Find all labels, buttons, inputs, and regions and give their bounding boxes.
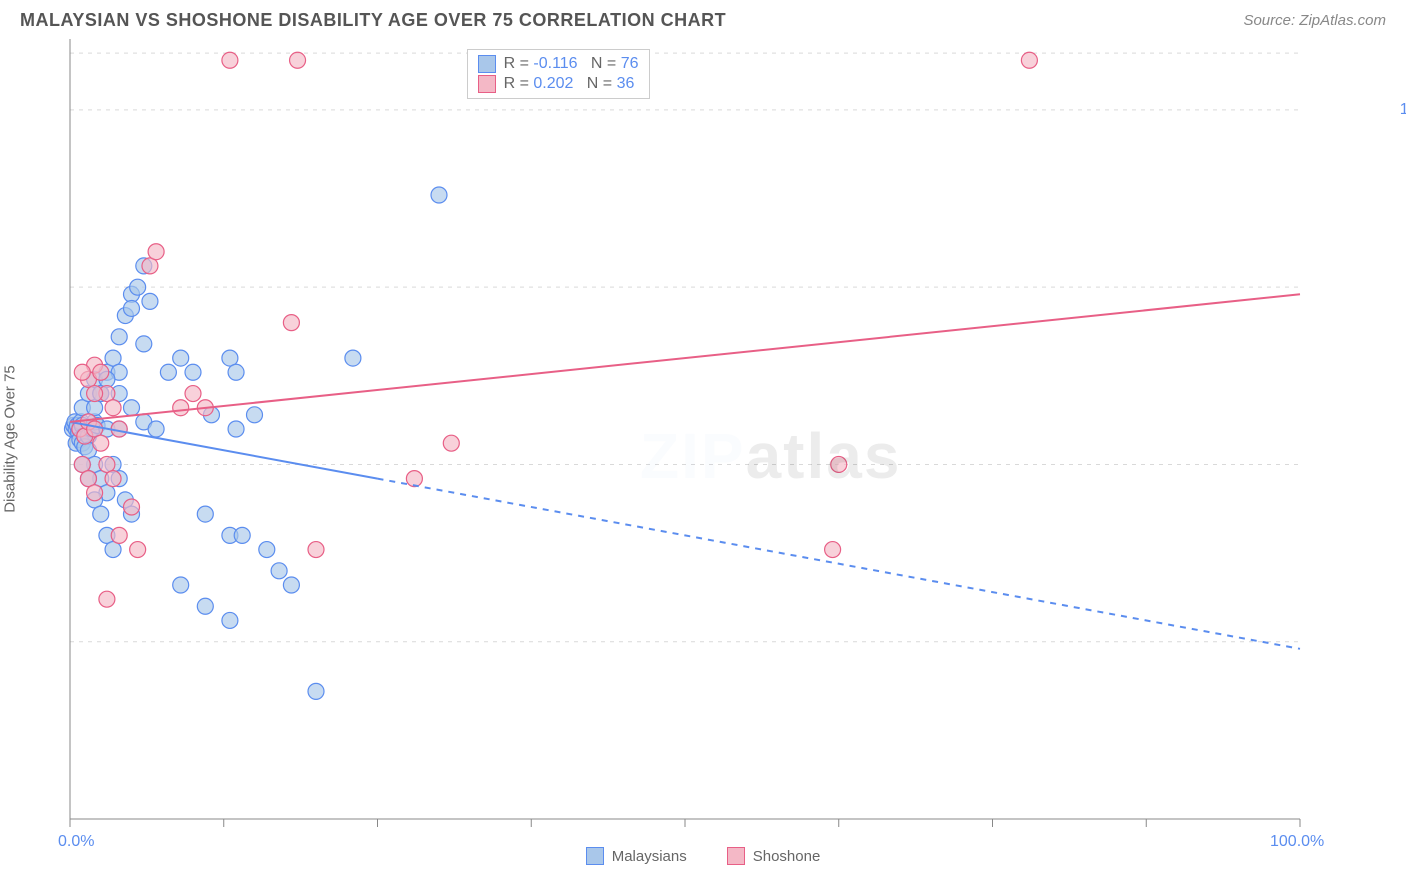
legend-swatch (478, 55, 496, 73)
legend-row: R = 0.202 N = 36 (478, 74, 639, 94)
chart-title: MALAYSIAN VS SHOSHONE DISABILITY AGE OVE… (20, 10, 726, 31)
correlation-legend: R = -0.116 N = 76 R = 0.202 N = 36 (467, 49, 650, 99)
y-tick-label: 100.0% (1400, 101, 1406, 119)
series-legend: Malaysians Shoshone (0, 847, 1406, 865)
x-axis-min-label: 0.0% (58, 833, 94, 851)
legend-stat-text: R = 0.202 N = 36 (504, 75, 635, 93)
scatter-chart (20, 39, 1386, 839)
legend-item: Shoshone (727, 847, 821, 865)
legend-swatch (586, 847, 604, 865)
x-axis-max-label: 100.0% (1270, 833, 1324, 851)
legend-swatch (478, 75, 496, 93)
y-axis-label: Disability Age Over 75 (2, 365, 19, 513)
legend-label: Malaysians (612, 848, 687, 865)
legend-item: Malaysians (586, 847, 687, 865)
legend-swatch (727, 847, 745, 865)
legend-stat-text: R = -0.116 N = 76 (504, 55, 639, 73)
legend-label: Shoshone (753, 848, 821, 865)
legend-row: R = -0.116 N = 76 (478, 54, 639, 74)
source-label: Source: ZipAtlas.com (1243, 12, 1386, 29)
